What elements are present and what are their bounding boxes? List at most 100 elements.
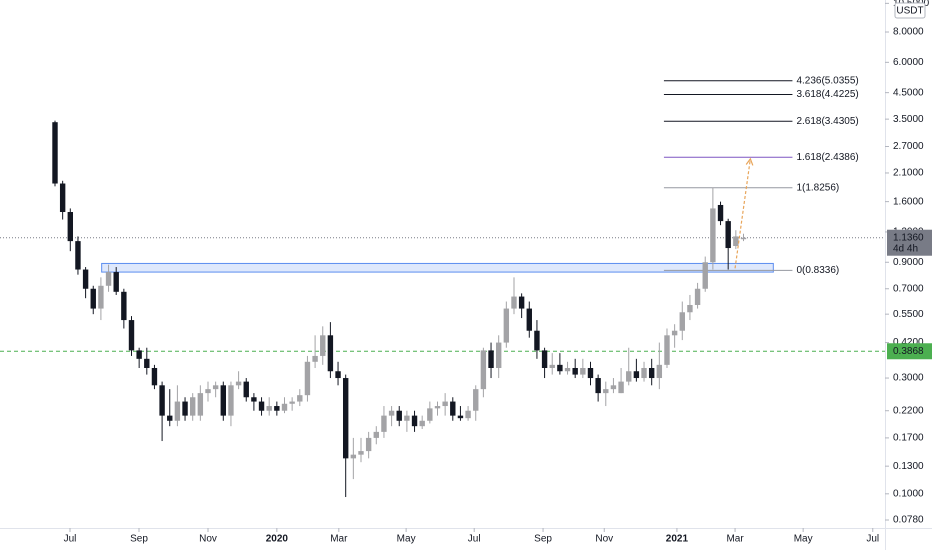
y-tick-label: 0.4200 xyxy=(893,337,924,348)
candle-body xyxy=(235,381,242,386)
candle-body xyxy=(281,403,288,411)
candle-body xyxy=(702,262,708,289)
x-tick-label: Mar xyxy=(726,534,744,545)
candle-body xyxy=(442,401,448,407)
candle-body xyxy=(212,385,219,390)
candle-body xyxy=(549,364,555,368)
x-tick-label: Sep xyxy=(130,534,148,545)
candle-body xyxy=(694,288,701,305)
candle-body xyxy=(733,236,739,247)
x-tick-label: Nov xyxy=(199,534,217,545)
fib-label: 0(0.8336) xyxy=(796,265,839,276)
candle-body xyxy=(121,291,127,321)
candle-body xyxy=(526,308,532,331)
candle-body xyxy=(664,335,670,365)
candle-body xyxy=(725,221,731,249)
candle-body xyxy=(365,437,372,452)
candle-body xyxy=(358,451,364,455)
candle-body xyxy=(557,364,563,372)
candle-body xyxy=(228,385,234,416)
x-tick-label: Jul xyxy=(468,534,481,545)
candle-body xyxy=(75,241,81,270)
fib-label: 1.618(2.4386) xyxy=(796,152,858,163)
candle-body xyxy=(427,408,433,421)
candle-body xyxy=(113,272,119,292)
last-price-countdown: 4d 4h xyxy=(893,243,918,254)
candle-body xyxy=(587,367,594,379)
last-price-label: 1.1360 xyxy=(893,232,924,243)
candle-body xyxy=(105,272,112,286)
candle-body xyxy=(518,296,525,309)
candle-body xyxy=(320,335,326,356)
y-tick-label: 0.1700 xyxy=(893,433,924,444)
candle-body xyxy=(220,385,226,416)
candle-body xyxy=(350,454,357,459)
candle-body xyxy=(304,361,311,396)
horizontal-line-label: 0.3868 xyxy=(893,346,924,357)
candle-body xyxy=(641,367,647,379)
candle-body xyxy=(411,415,418,427)
x-tick-label: Sep xyxy=(534,534,552,545)
candle-body xyxy=(167,415,173,421)
candle-body xyxy=(289,401,295,404)
candle-body xyxy=(450,401,456,416)
y-tick-label: 0.2200 xyxy=(893,405,924,416)
x-tick-label: 2021 xyxy=(666,534,689,545)
candle-body xyxy=(434,406,441,409)
candle-body xyxy=(534,330,540,351)
candle-body xyxy=(128,320,135,351)
candle-body xyxy=(388,410,395,416)
candle-body xyxy=(243,381,249,398)
last-price-label-box xyxy=(887,229,932,256)
fib-label: 1(1.8256) xyxy=(796,182,839,193)
candle-body xyxy=(342,378,349,459)
candle-body xyxy=(419,420,425,427)
candle-body xyxy=(151,367,158,386)
candle-body xyxy=(52,122,58,184)
y-tick-label: 6.0000 xyxy=(893,57,924,68)
candle-body xyxy=(205,389,211,394)
horizontal-line-label-box xyxy=(887,343,932,360)
projection-arrow xyxy=(734,158,751,269)
candle-body xyxy=(266,406,272,411)
candle-body xyxy=(274,406,280,411)
candle-body xyxy=(626,371,632,382)
candle-body xyxy=(610,385,617,390)
candle-body xyxy=(503,308,510,343)
currency-label: USDT xyxy=(896,6,923,17)
candle-body xyxy=(312,355,318,362)
candle-body xyxy=(541,350,548,368)
candle-body xyxy=(67,212,74,242)
projection-arrowhead xyxy=(745,157,754,166)
currency-box xyxy=(894,2,926,19)
candle-body xyxy=(633,371,640,379)
candle-body xyxy=(473,389,479,411)
x-tick-label: Jul xyxy=(64,534,77,545)
candle-body xyxy=(710,208,716,263)
candle-body xyxy=(488,350,494,368)
candle-body xyxy=(595,378,601,394)
candle-body xyxy=(98,285,104,309)
candle-body xyxy=(189,397,196,416)
x-tick-label: Mar xyxy=(330,534,348,545)
candle-body xyxy=(182,401,188,416)
x-tick-label: May xyxy=(794,534,813,545)
y-tick-label: 0.5500 xyxy=(893,309,924,320)
x-tick-label: May xyxy=(397,534,416,545)
candle-body xyxy=(679,312,685,331)
candle-body xyxy=(381,415,387,432)
candle-body xyxy=(717,204,724,222)
candle-body xyxy=(656,364,663,379)
candle-body xyxy=(740,237,747,240)
candle-body xyxy=(373,431,379,438)
candle-body xyxy=(480,350,487,390)
y-tick-label: 1.6000 xyxy=(893,196,924,207)
candle-body xyxy=(564,367,571,372)
y-tick-label: 3.5000 xyxy=(893,114,924,125)
candle-body xyxy=(258,401,265,411)
x-tick-label: Jul xyxy=(866,534,879,545)
candle-body xyxy=(174,401,181,421)
candle-body xyxy=(197,393,204,416)
y-tick-label: 0.7000 xyxy=(893,283,924,294)
